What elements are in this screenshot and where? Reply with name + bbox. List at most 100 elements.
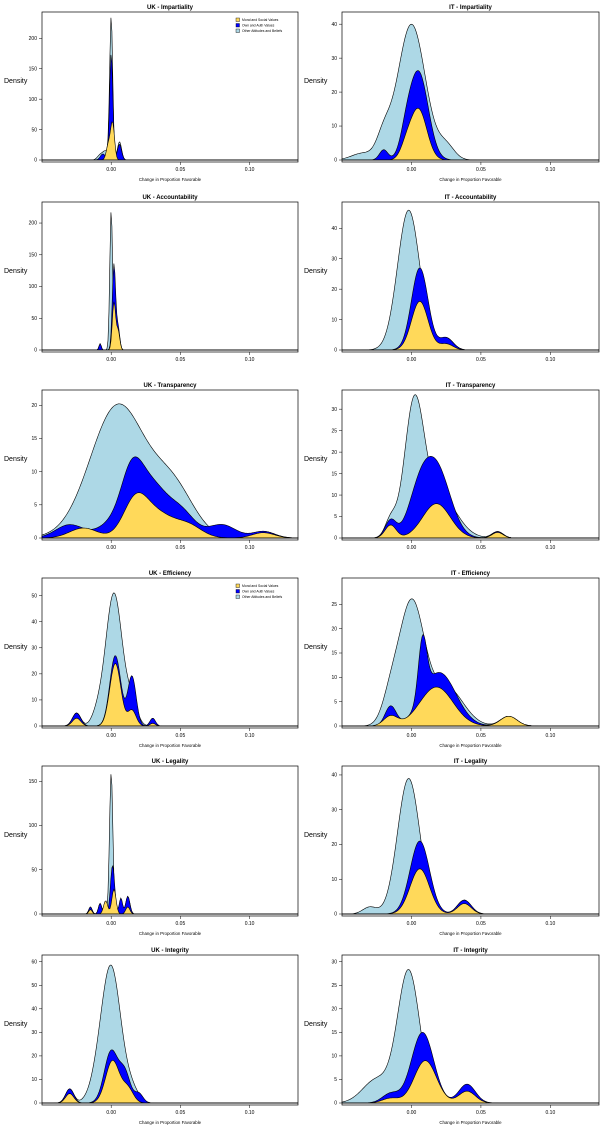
y-tick-label: 10	[331, 124, 337, 130]
x-tick-label: 0.05	[176, 357, 186, 363]
y-tick-label: 10	[31, 698, 37, 704]
plot-frame	[41, 11, 299, 163]
density-area-own-auth	[42, 54, 298, 161]
y-tick-label: 0	[334, 158, 337, 164]
y-tick-label: 50	[31, 127, 37, 133]
y-tick-label: 25	[331, 602, 337, 608]
legend-label: Moral and Social Values	[242, 584, 279, 588]
density-area-own-auth	[42, 263, 298, 351]
density-area-moral-social	[41, 492, 299, 539]
y-tick-label: 20	[31, 1054, 37, 1060]
x-tick-label: 0.10	[245, 1110, 255, 1116]
y-axis-label: Density	[4, 78, 28, 85]
x-tick-label: 0.00	[407, 357, 417, 363]
y-tick-label: 20	[331, 287, 337, 293]
y-tick-label: 25	[331, 983, 337, 989]
x-tick-label: 0.05	[476, 167, 486, 173]
x-axis-label: Change in Proportion Favorable	[439, 931, 502, 936]
density-area-moral-social	[42, 888, 298, 915]
x-tick-label: 0.05	[176, 921, 186, 927]
y-tick-label: 0	[334, 724, 337, 730]
panel-title: IT - Impartiality	[449, 5, 492, 11]
y-tick-label: 5	[334, 514, 337, 520]
chart-panel: IT - Transparency 0 5 10 15 20 25 30 Density 0.00…	[304, 383, 600, 551]
x-tick-label: 0.00	[106, 167, 116, 173]
x-tick-label: 0.05	[176, 1110, 186, 1116]
y-tick-label: 10	[331, 877, 337, 883]
y-tick-label: 40	[331, 773, 337, 779]
y-tick-label: 40	[331, 226, 337, 232]
y-tick-label: 30	[31, 1030, 37, 1036]
y-axis-label: Density	[304, 644, 328, 651]
legend-label: Own and Auth Values	[242, 590, 275, 594]
density-area-own-auth	[42, 1049, 298, 1104]
plot-frame	[341, 11, 600, 163]
x-tick-label: 0.00	[407, 921, 417, 927]
density-area-total	[42, 212, 298, 351]
chart-panel: UK - Transparency 0 5 10 15 20 Density 0.00 0.05…	[4, 383, 299, 551]
chart-panel: UK - Legality 0 50 100 150 Density 0.00 0.05 0.1…	[4, 759, 299, 936]
x-tick-label: 0.00	[106, 1110, 116, 1116]
legend-label: Other Attitudes and Beliefs	[242, 595, 282, 599]
y-tick-label: 150	[29, 66, 38, 72]
x-tick-label: 0.05	[476, 1110, 486, 1116]
density-area-own-auth	[42, 655, 298, 727]
y-axis-label: Density	[4, 268, 28, 275]
x-axis-label: Change in Proportion Favorable	[439, 177, 502, 182]
y-tick-label: 10	[331, 493, 337, 499]
x-tick-label: 0.05	[476, 545, 486, 551]
y-tick-label: 30	[331, 256, 337, 262]
panel-title: UK - Accountability	[142, 195, 198, 201]
legend: Moral and Social Values Own and Auth Valu…	[235, 17, 282, 33]
y-tick-label: 20	[331, 626, 337, 632]
y-axis-label: Density	[4, 1021, 28, 1028]
x-tick-label: 0.05	[476, 921, 486, 927]
panel-title: IT - Integrity	[453, 948, 488, 954]
legend-label: Own and Auth Values	[242, 24, 275, 28]
density-area-moral-social	[42, 663, 298, 727]
legend-swatch	[235, 594, 240, 599]
density-area-total	[342, 778, 599, 915]
x-axis-label: Change in Proportion Favorable	[139, 931, 202, 936]
y-tick-label: 15	[31, 436, 37, 442]
y-tick-label: 0	[334, 912, 337, 918]
density-area-moral-social	[42, 121, 298, 161]
x-tick-label: 0.10	[546, 357, 556, 363]
x-tick-label: 0.10	[245, 545, 255, 551]
plot-frame	[341, 765, 600, 917]
y-tick-label: 20	[331, 90, 337, 96]
panel-title: IT - Accountability	[445, 195, 497, 201]
panel-title: UK - Impartiality	[147, 5, 194, 11]
plot-frame	[41, 577, 299, 729]
y-axis-label: Density	[304, 268, 328, 275]
panel-title: UK - Legality	[152, 759, 189, 765]
plot-frame	[41, 389, 299, 541]
x-axis-label: Change in Proportion Favorable	[139, 1120, 202, 1125]
x-tick-label: 0.05	[476, 733, 486, 739]
x-tick-label: 0.00	[407, 733, 417, 739]
y-tick-label: 30	[31, 645, 37, 651]
y-tick-label: 40	[331, 22, 337, 28]
x-tick-label: 0.00	[407, 1110, 417, 1116]
legend-swatch	[235, 583, 240, 588]
y-tick-label: 0	[334, 1101, 337, 1107]
legend-label: Other Attitudes and Beliefs	[242, 29, 282, 33]
y-tick-label: 15	[331, 651, 337, 657]
y-tick-label: 0	[34, 348, 37, 354]
legend-swatch	[235, 28, 240, 33]
density-area-total	[342, 209, 599, 351]
y-tick-label: 0	[334, 536, 337, 542]
x-tick-label: 0.10	[546, 167, 556, 173]
chart-panel: UK - Impartiality 0 50 100 150 200 Density 0.00…	[4, 5, 299, 182]
y-tick-label: 5	[334, 699, 337, 705]
y-tick-label: 30	[331, 807, 337, 813]
y-tick-label: 25	[331, 428, 337, 434]
y-tick-label: 50	[31, 867, 37, 873]
x-tick-label: 0.00	[106, 733, 116, 739]
plot-frame	[41, 765, 299, 917]
y-tick-label: 150	[29, 252, 38, 258]
chart-panel: IT - Accountability 0 10 20 30 40 Density 0.00 0…	[304, 195, 600, 363]
y-tick-label: 0	[34, 1101, 37, 1107]
y-tick-label: 50	[31, 983, 37, 989]
panel-title: UK - Efficiency	[149, 571, 192, 577]
